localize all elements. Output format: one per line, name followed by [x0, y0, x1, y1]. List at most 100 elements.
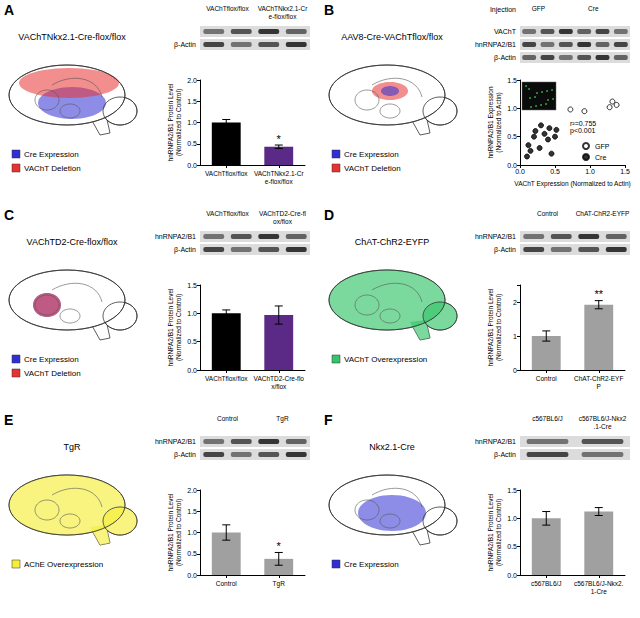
svg-text:1.0: 1.0: [507, 105, 517, 112]
svg-text:x/flox: x/flox: [271, 383, 287, 390]
svg-text:0: 0: [513, 367, 517, 374]
svg-text:hnRNPA2/B1: hnRNPA2/B1: [475, 233, 516, 240]
svg-text:1.5: 1.5: [620, 168, 630, 175]
svg-text:hnRNPA2/B1: hnRNPA2/B1: [475, 438, 516, 445]
svg-text:ChAT-ChR2-EYF: ChAT-ChR2-EYF: [574, 375, 623, 382]
svg-text:β-Actin: β-Actin: [174, 451, 196, 459]
svg-text:β-Actin: β-Actin: [174, 246, 196, 254]
svg-text:1.5: 1.5: [507, 77, 517, 84]
svg-text:0.5: 0.5: [507, 133, 517, 140]
svg-text:VAChT Expression (Normalized t: VAChT Expression (Normalized to Actin): [514, 180, 630, 188]
svg-text:**: **: [594, 288, 603, 300]
svg-text:Injection: Injection: [490, 6, 516, 14]
svg-text:(Normalized to Control): (Normalized to Control): [495, 294, 503, 361]
svg-text:VAChTflox/flox: VAChTflox/flox: [205, 170, 248, 177]
svg-text:Control: Control: [216, 580, 238, 587]
svg-text:Control: Control: [217, 415, 239, 422]
svg-text:(Normalized to Control): (Normalized to Control): [175, 294, 183, 361]
svg-text:hnRNPA2/B1: hnRNPA2/B1: [475, 41, 516, 48]
svg-text:β-Actin: β-Actin: [174, 41, 196, 49]
svg-text:1.5: 1.5: [187, 282, 197, 289]
svg-text:hnRNPA2/B1: hnRNPA2/B1: [155, 438, 196, 445]
svg-text:VAChT Deletion: VAChT Deletion: [24, 369, 81, 378]
svg-text:1.0: 1.0: [187, 119, 197, 126]
svg-text:e-flox/flox: e-flox/flox: [269, 13, 298, 20]
svg-text:hnRNPA2/B1 Protein Level: hnRNPA2/B1 Protein Level: [487, 493, 494, 571]
svg-text:0.0: 0.0: [187, 572, 197, 579]
svg-text:Nkx2.1-Cre: Nkx2.1-Cre: [369, 442, 415, 452]
svg-text:2: 2: [513, 299, 517, 306]
svg-text:(Normalized to Control): (Normalized to Control): [495, 499, 503, 566]
svg-text:P: P: [597, 383, 601, 390]
svg-text:VAChTNkx2.1-Cr: VAChTNkx2.1-Cr: [258, 5, 309, 12]
svg-text:hnRNPA2/B1 Expression: hnRNPA2/B1 Expression: [487, 86, 495, 159]
svg-text:TgR: TgR: [273, 580, 286, 588]
svg-text:VAChTD2-Cre-flox/flox: VAChTD2-Cre-flox/flox: [27, 237, 118, 247]
svg-text:Cre Expression: Cre Expression: [344, 150, 399, 159]
svg-text:hnRNPA2/B1 Protein Level: hnRNPA2/B1 Protein Level: [167, 83, 174, 161]
svg-text:p<0.001: p<0.001: [570, 127, 596, 135]
svg-text:VAChTflox/flox: VAChTflox/flox: [206, 210, 249, 217]
svg-text:0.0: 0.0: [187, 367, 197, 374]
svg-text:TgR: TgR: [63, 442, 81, 452]
svg-text:F: F: [324, 412, 333, 428]
svg-text:hnRNPA2/B1 Protein Level: hnRNPA2/B1 Protein Level: [167, 288, 174, 366]
svg-text:0.5: 0.5: [550, 168, 560, 175]
svg-text:GFP: GFP: [595, 143, 610, 150]
svg-text:0.0: 0.0: [187, 162, 197, 169]
svg-text:E: E: [4, 412, 13, 428]
svg-text:hnRNPA2/B1: hnRNPA2/B1: [155, 233, 196, 240]
svg-text:r²=0.755: r²=0.755: [570, 120, 596, 127]
svg-text:1.5: 1.5: [507, 487, 517, 494]
svg-text:VAChT: VAChT: [494, 28, 517, 35]
svg-text:VAChTD2-Cre-fl: VAChTD2-Cre-fl: [259, 210, 306, 217]
svg-text:GFP: GFP: [532, 5, 545, 12]
svg-text:1.0: 1.0: [507, 515, 517, 522]
svg-text:VAChTflox/flox: VAChTflox/flox: [205, 375, 248, 382]
svg-text:Control: Control: [537, 210, 559, 217]
svg-text:ox/flox: ox/flox: [273, 218, 293, 225]
svg-text:c567BL6/J-Nkx2.: c567BL6/J-Nkx2.: [574, 580, 624, 587]
svg-text:1.5: 1.5: [187, 508, 197, 515]
svg-text:.1-Cre: .1-Cre: [593, 423, 611, 430]
svg-text:0.0: 0.0: [507, 572, 517, 579]
svg-text:Cre: Cre: [588, 5, 599, 12]
svg-text:β-Actin: β-Actin: [494, 54, 516, 62]
svg-text:VAChT Overexpression: VAChT Overexpression: [344, 355, 427, 364]
svg-text:2.0: 2.0: [187, 487, 197, 494]
svg-text:1: 1: [513, 333, 517, 340]
svg-text:VAChTNkx2.1-Cr: VAChTNkx2.1-Cr: [254, 170, 305, 177]
svg-text:β-Actin: β-Actin: [494, 451, 516, 459]
svg-text:hnRNPA2/B1 Protein Level: hnRNPA2/B1 Protein Level: [487, 288, 494, 366]
svg-text:TgR: TgR: [276, 415, 289, 423]
svg-text:1-Cre: 1-Cre: [591, 588, 608, 595]
svg-text:Control: Control: [536, 375, 558, 382]
svg-text:0.5: 0.5: [187, 550, 197, 557]
svg-text:VAChTNkx2.1-Cre-flox/flox: VAChTNkx2.1-Cre-flox/flox: [18, 32, 126, 42]
svg-text:(Normalized to Control): (Normalized to Control): [175, 89, 183, 156]
svg-text:0.5: 0.5: [187, 140, 197, 147]
svg-text:*: *: [277, 540, 282, 552]
svg-text:ChAT-ChR2-EYFP: ChAT-ChR2-EYFP: [355, 237, 429, 247]
svg-text:VAChTD2-Cre-flo: VAChTD2-Cre-flo: [254, 375, 305, 382]
svg-text:*: *: [277, 133, 282, 145]
svg-text:c567BL6/J: c567BL6/J: [531, 580, 562, 587]
svg-text:0.5: 0.5: [507, 543, 517, 550]
svg-text:Cre Expression: Cre Expression: [24, 355, 79, 364]
svg-text:(Normalized to Actin): (Normalized to Actin): [495, 92, 503, 152]
svg-text:B: B: [324, 2, 334, 18]
svg-text:(Normalized to Control): (Normalized to Control): [175, 499, 183, 566]
svg-text:Cre: Cre: [595, 154, 606, 161]
svg-text:A: A: [4, 2, 14, 18]
svg-text:Cre Expression: Cre Expression: [24, 150, 79, 159]
svg-text:Cre Expression: Cre Expression: [344, 560, 399, 569]
svg-text:2.0: 2.0: [187, 77, 197, 84]
svg-text:C: C: [4, 207, 14, 223]
svg-text:β-Actin: β-Actin: [494, 246, 516, 254]
svg-text:c567BL6/J: c567BL6/J: [532, 415, 563, 422]
svg-text:0.5: 0.5: [187, 338, 197, 345]
svg-text:VAChTflox/flox: VAChTflox/flox: [206, 5, 249, 12]
svg-text:1.5: 1.5: [187, 98, 197, 105]
svg-text:1.0: 1.0: [585, 168, 595, 175]
svg-text:AChE Overexpression: AChE Overexpression: [24, 560, 103, 569]
